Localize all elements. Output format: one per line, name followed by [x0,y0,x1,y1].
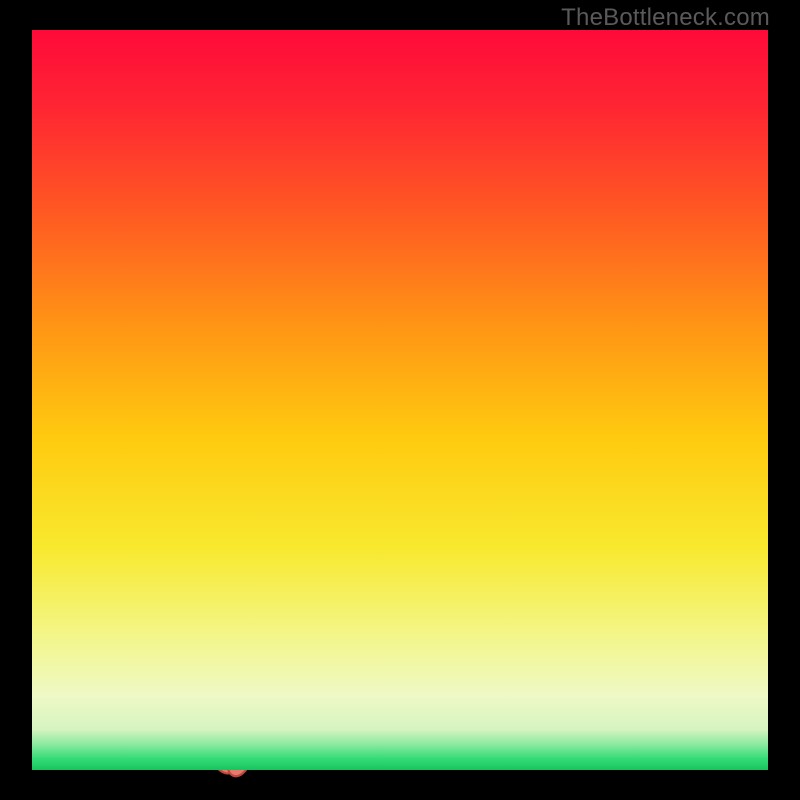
chart-gradient-background [32,30,768,770]
chart-stage: TheBottleneck.com [0,0,800,800]
watermark-text: TheBottleneck.com [561,4,770,32]
